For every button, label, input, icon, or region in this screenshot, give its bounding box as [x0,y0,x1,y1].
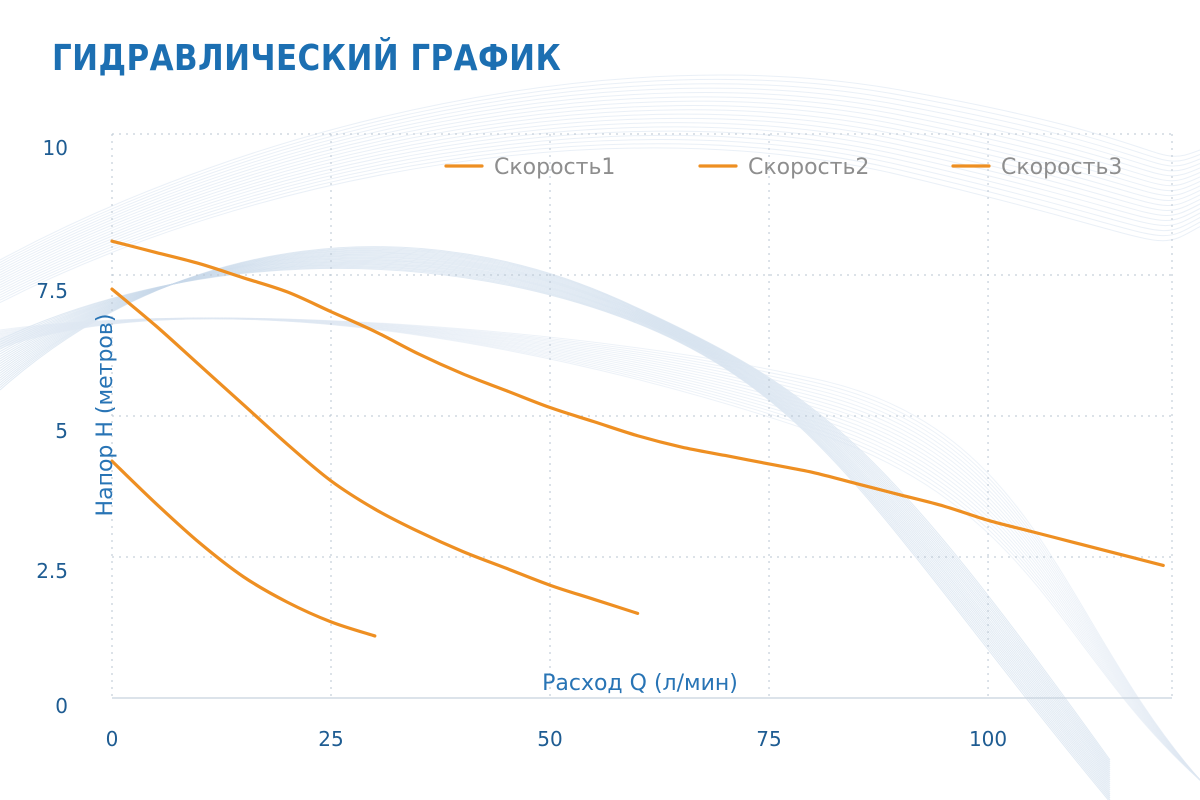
decorative-wave [0,96,1200,273]
decorative-wave [0,74,1200,261]
decorative-wave [0,317,1200,781]
decorative-wave [0,78,1200,263]
decorative-wave [0,109,1200,281]
decorative-wave [0,105,1200,278]
decorative-wave [0,139,1200,298]
x-tick-label: 0 [106,727,119,751]
legend-item-1: Скорость1 [444,155,615,180]
decorative-wave [0,122,1200,288]
series-line-2 [110,287,640,615]
decorative-wave [0,147,1200,303]
decorative-wave [0,130,1200,293]
decorative-wave [0,126,1200,291]
decorative-wave [0,83,1200,266]
decorative-wave [0,318,1200,781]
decorative-wave-background [0,74,1200,800]
y-tick-label: 5 [55,419,68,443]
decorative-wave [0,317,1200,781]
decorative-wave [0,92,1200,271]
legend: Скорость1 Скорость2 Скорость3 [444,155,1122,180]
decorative-wave [0,267,1110,800]
legend-label: Скорость2 [748,155,869,180]
decorative-wave [0,113,1200,283]
decorative-wave [0,262,1111,793]
decorative-wave [0,317,1200,781]
decorative-wave [0,317,1200,781]
x-tick-label: 50 [537,727,562,751]
legend-item-3: Скорость3 [951,155,1122,180]
x-tick-label: 75 [756,727,781,751]
decorative-wave [0,87,1200,268]
decorative-wave [0,317,1200,781]
y-tick-label: 0 [55,694,68,718]
decorative-wave [0,318,1200,781]
series-line-1 [110,239,1165,568]
series-lines [110,239,1165,638]
legend-label: Скорость3 [1001,155,1122,180]
decorative-wave [0,318,1200,781]
decorative-wave [0,267,1111,800]
legend-label: Скорость1 [494,155,615,180]
x-tick-label: 25 [318,727,343,751]
decorative-wave [0,100,1200,276]
decorative-wave [0,317,1200,781]
tick-labels: 0 25 50 75 100 0 2.5 5 7.5 10 [36,136,1007,751]
grid [111,133,1173,698]
y-tick-label: 10 [43,136,68,160]
chart-title: ГИДРАВЛИЧЕСКИЙ ГРАФИК [52,38,562,79]
series-line-3 [110,459,377,638]
decorative-wave [0,318,1200,781]
decorative-wave [0,318,1200,781]
decorative-wave [0,143,1200,301]
x-tick-label: 100 [969,727,1007,751]
decorative-wave [0,317,1200,781]
legend-item-2: Скорость2 [698,155,869,180]
decorative-wave [0,317,1200,781]
decorative-wave [0,318,1200,781]
decorative-wave [0,317,1200,781]
decorative-wave [0,117,1200,286]
y-tick-label: 2.5 [36,559,68,583]
decorative-wave [0,134,1200,296]
y-axis-label: Напор H (метров) [93,314,118,517]
y-tick-label: 7.5 [36,279,68,303]
x-axis-label: Расход Q (л/мин) [542,671,738,696]
decorative-wave [0,261,1111,791]
decorative-wave [0,317,1200,781]
